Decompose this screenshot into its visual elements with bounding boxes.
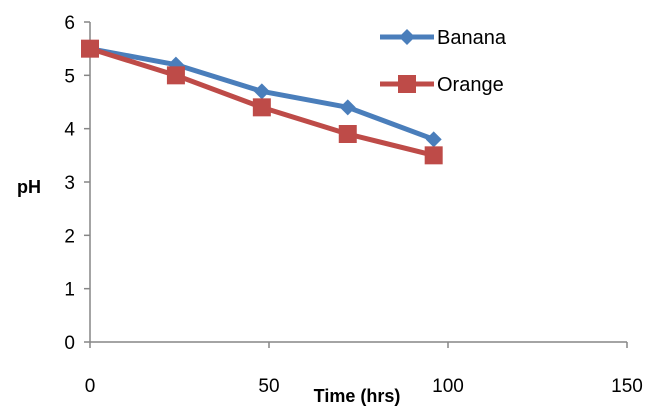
x-axis-title: Time (hrs) [314, 386, 401, 406]
y-tick-label: 4 [64, 120, 75, 141]
x-tick-label: 150 [611, 376, 643, 397]
data-point [252, 98, 271, 117]
legend: Banana Orange [380, 27, 507, 96]
y-tick-label: 3 [64, 173, 75, 194]
y-tick-label: 2 [64, 226, 75, 247]
x-tick-label: 100 [432, 376, 464, 397]
legend-item: Orange [380, 74, 504, 96]
legend-marker [398, 75, 416, 93]
y-tick-label: 1 [64, 280, 75, 301]
series-layer [81, 39, 443, 165]
data-point [253, 83, 270, 100]
legend-label: Banana [437, 27, 507, 49]
legend-item: Banana [380, 27, 507, 49]
y-tick-label: 5 [64, 66, 75, 87]
data-point [424, 146, 443, 165]
y-tick-label: 0 [64, 333, 75, 354]
data-point [339, 99, 356, 116]
legend-marker [399, 29, 415, 45]
series-banana [82, 40, 442, 148]
y-axis-title: pH [17, 177, 41, 197]
x-tick-label: 0 [85, 376, 96, 397]
legend-label: Orange [437, 74, 504, 96]
data-point [81, 39, 99, 58]
axes: 0 1 2 3 4 5 6 0 50 100 150 [64, 13, 642, 397]
y-tick-label: 6 [64, 13, 75, 34]
data-point [338, 125, 357, 143]
data-point [425, 131, 442, 148]
data-point [166, 66, 185, 85]
x-tick-label: 50 [258, 376, 279, 397]
x-ticks: 0 50 100 150 [85, 342, 643, 397]
series-orange [81, 39, 443, 165]
y-ticks: 0 1 2 3 4 5 6 [64, 13, 90, 354]
